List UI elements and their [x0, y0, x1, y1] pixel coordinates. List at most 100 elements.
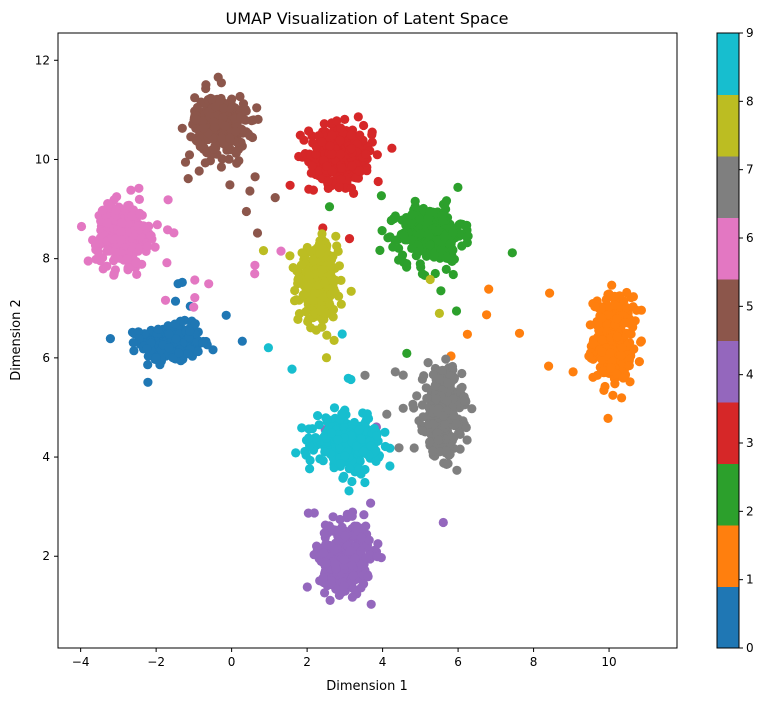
scatter-point-class-9 [337, 329, 347, 339]
scatter-point-class-3 [323, 183, 333, 193]
scatter-points [76, 72, 647, 609]
scatter-point-class-0 [129, 346, 139, 356]
scatter-point-class-9 [360, 477, 370, 488]
scatter-point-class-5 [241, 106, 251, 116]
scatter-point-class-3 [323, 176, 333, 186]
scatter-point-class-1 [484, 284, 494, 294]
scatter-point-class-2 [451, 306, 462, 316]
scatter-point-class-5 [210, 122, 220, 132]
scatter-point-class-7 [408, 399, 418, 409]
scatter-point-class-6 [134, 183, 144, 193]
scatter-point-class-8 [301, 307, 311, 317]
scatter-point-class-8 [329, 335, 339, 345]
scatter-point-class-2 [438, 215, 448, 226]
scatter-point-class-0 [198, 336, 208, 347]
scatter-point-class-9 [313, 411, 323, 421]
scatter-point-class-5 [240, 115, 250, 125]
scatter-point-class-8 [291, 295, 301, 305]
scatter-point-class-7 [433, 435, 443, 445]
x-tick-label: 0 [228, 655, 236, 669]
scatter-point-class-4 [361, 553, 371, 563]
scatter-point-class-9 [297, 423, 307, 433]
scatter-point-class-8 [330, 287, 340, 297]
scatter-point-class-4 [347, 592, 357, 602]
scatter-point-class-8 [308, 295, 318, 305]
scatter-point-class-3 [317, 137, 327, 147]
scatter-point-class-2 [397, 250, 408, 260]
colorbar-tick-label: 3 [746, 436, 754, 450]
scatter-point-class-2 [430, 268, 440, 279]
scatter-point-class-5 [198, 123, 209, 133]
scatter-point-class-2 [383, 233, 393, 243]
scatter-point-class-7 [443, 459, 453, 469]
scatter-point-class-5 [225, 133, 235, 143]
scatter-point-class-1 [611, 369, 622, 379]
scatter-point-class-8 [288, 263, 298, 273]
scatter-point-class-8 [304, 271, 315, 281]
scatter-point-class-9 [291, 448, 301, 458]
x-tick-label: 4 [379, 655, 387, 669]
scatter-point-class-1 [482, 310, 492, 320]
scatter-point-class-3 [387, 143, 397, 153]
colorbar-tick-label: 7 [746, 163, 754, 177]
scatter-point-class-1 [544, 361, 554, 371]
scatter-point-class-9 [346, 430, 356, 440]
scatter-point-class-9 [314, 420, 324, 430]
plot-frame [57, 32, 678, 649]
scatter-point-class-3 [335, 149, 346, 159]
scatter-point-class-7 [360, 370, 370, 380]
scatter-point-class-5 [205, 156, 215, 166]
x-tick-label: 2 [303, 655, 311, 669]
scatter-point-class-9 [337, 409, 347, 419]
colorbar-segment-2 [717, 463, 739, 526]
scatter-point-class-4 [364, 535, 374, 545]
scatter-point-class-8 [304, 314, 314, 324]
scatter-point-class-9 [329, 403, 340, 413]
scatter-point-class-0 [237, 336, 247, 346]
scatter-point-class-3 [304, 126, 314, 136]
scatter-point-class-2 [449, 254, 459, 264]
scatter-point-class-2 [433, 225, 443, 236]
chart-title: UMAP Visualization of Latent Space [226, 9, 509, 28]
scatter-point-class-9 [351, 441, 362, 451]
scatter-point-class-9 [304, 433, 314, 443]
scatter-point-class-3 [325, 141, 335, 151]
scatter-point-class-1 [590, 302, 600, 312]
scatter-point-class-0 [170, 296, 181, 306]
scatter-point-class-8 [293, 314, 303, 324]
scatter-point-class-3 [353, 112, 363, 122]
scatter-point-class-8 [317, 229, 327, 239]
scatter-point-class-7 [382, 409, 392, 419]
scatter-point-class-4 [329, 545, 339, 555]
scatter-point-class-5 [225, 180, 235, 190]
scatter-point-class-7 [425, 437, 435, 447]
scatter-point-class-1 [599, 366, 609, 376]
scatter-point-class-2 [507, 248, 517, 258]
scatter-point-class-7 [434, 374, 445, 384]
scatter-point-class-7 [449, 432, 459, 442]
scatter-point-class-6 [117, 218, 127, 228]
scatter-point-class-3 [372, 150, 382, 160]
scatter-point-class-5 [231, 126, 241, 137]
x-tick-label: −4 [72, 655, 90, 669]
scatter-point-class-1 [607, 280, 617, 290]
scatter-point-class-6 [98, 205, 108, 215]
scatter-point-class-4 [339, 581, 349, 591]
scatter-point-class-6 [150, 242, 160, 252]
scatter-point-class-2 [407, 210, 417, 220]
scatter-point-class-4 [319, 548, 329, 558]
scatter-point-class-4 [359, 510, 369, 520]
scatter-point-class-1 [599, 385, 609, 395]
scatter-point-class-9 [263, 343, 273, 353]
scatter-point-class-8 [297, 248, 307, 258]
scatter-point-class-5 [184, 150, 195, 160]
scatter-point-class-7 [441, 354, 451, 364]
scatter-point-class-2 [417, 269, 427, 279]
scatter-point-class-3 [308, 185, 318, 195]
scatter-point-class-7 [417, 426, 427, 436]
scatter-point-class-6 [143, 241, 153, 251]
scatter-point-class-9 [307, 424, 317, 434]
scatter-point-class-1 [584, 351, 594, 361]
colorbar-tick-label: 2 [746, 504, 754, 518]
scatter-point-class-8 [328, 312, 338, 322]
